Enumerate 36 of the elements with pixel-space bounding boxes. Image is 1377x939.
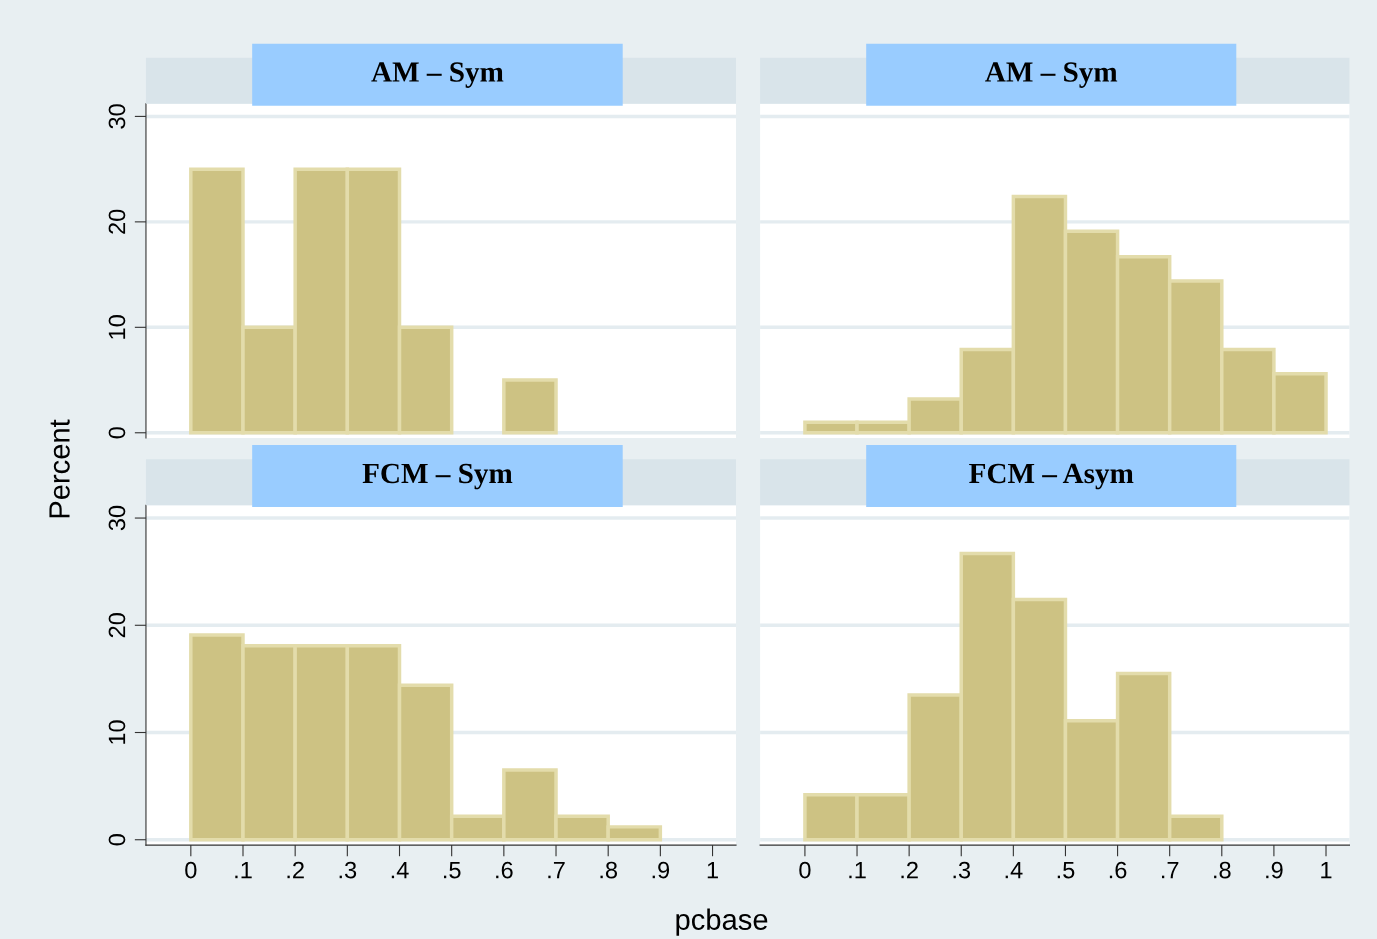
x-tick-label: 0 [799, 861, 811, 879]
x-axis-title: pcbase [676, 908, 768, 936]
x-tick-label: .5 [443, 861, 461, 879]
y-tick-label: 30 [108, 104, 126, 129]
x-tick-label: .1 [849, 861, 866, 879]
x-tick-label: .3 [339, 861, 357, 879]
x-tick-label: .2 [287, 861, 304, 879]
y-tick-label: 10 [108, 315, 126, 339]
x-tick-label: .7 [548, 861, 565, 879]
chart-title: FCM – Asym [969, 463, 1134, 490]
x-tick-label: .2 [901, 861, 918, 879]
y-axis-title: Percent [49, 419, 70, 518]
y-tick-label: 20 [108, 613, 126, 638]
y-tick-label: 0 [108, 427, 126, 439]
y-tick-label: 30 [108, 505, 126, 531]
x-tick-label: .9 [652, 861, 670, 879]
chart-title: FCM – Sym [362, 463, 513, 490]
x-tick-label: .3 [953, 861, 971, 879]
x-tick-label: 1 [1321, 861, 1332, 879]
y-tick-label: 0 [108, 834, 126, 846]
x-tick-label: .6 [1109, 861, 1127, 879]
x-tick-label: .7 [1161, 861, 1179, 879]
x-tick-label: .9 [1266, 861, 1283, 879]
x-tick-label: .6 [496, 861, 513, 879]
x-tick-label: .1 [235, 861, 252, 879]
x-tick-label: .8 [1214, 861, 1231, 879]
y-tick-label: 20 [108, 209, 126, 234]
x-tick-label: 0 [185, 861, 197, 879]
chart-title: AM – Sym [985, 62, 1118, 88]
x-tick-label: .5 [1057, 861, 1075, 879]
x-tick-label: .4 [1005, 861, 1023, 879]
x-tick-label: .4 [391, 861, 409, 879]
chart-title: AM – Sym [371, 62, 504, 88]
x-tick-label: .8 [600, 861, 618, 879]
x-tick-label: 1 [707, 861, 718, 879]
y-tick-label: 10 [108, 720, 126, 744]
